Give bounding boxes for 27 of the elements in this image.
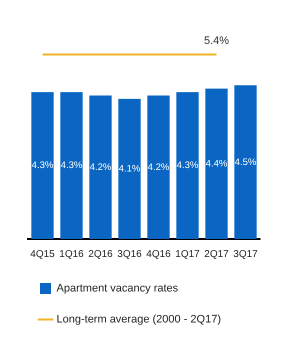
- x-tick-label: 3Q16: [117, 248, 142, 260]
- bar: [60, 92, 83, 239]
- data-label: 4.3%: [60, 160, 83, 172]
- data-label: 4.5%: [234, 156, 257, 168]
- bar: [31, 92, 54, 239]
- bar: [234, 85, 257, 239]
- legend-label: Apartment vacancy rates: [56, 282, 179, 295]
- x-tick-label: 4Q16: [146, 248, 172, 260]
- legend-label: Long-term average (2000 - 2Q17): [56, 314, 221, 326]
- bar: [176, 92, 199, 239]
- x-tick-label: 4Q15: [30, 248, 56, 260]
- bar: [205, 88, 228, 239]
- x-tick-label: 1Q17: [175, 248, 200, 260]
- x-tick-label: 1Q16: [59, 248, 84, 260]
- data-label: 4.3%: [176, 160, 199, 172]
- data-label: 4.2%: [148, 162, 170, 173]
- bar: [89, 96, 112, 239]
- x-tick-label: 2Q16: [88, 248, 114, 260]
- data-label: 4.1%: [118, 164, 141, 175]
- data-label: 5.4%: [204, 35, 230, 48]
- bar: [147, 96, 170, 239]
- bar: [118, 98, 141, 239]
- data-label: 4.2%: [90, 162, 112, 173]
- x-tick-label: 2Q17: [204, 248, 230, 260]
- data-label: 4.3%: [32, 160, 54, 172]
- data-label: 4.4%: [206, 158, 228, 170]
- x-tick-label: 3Q17: [233, 248, 258, 260]
